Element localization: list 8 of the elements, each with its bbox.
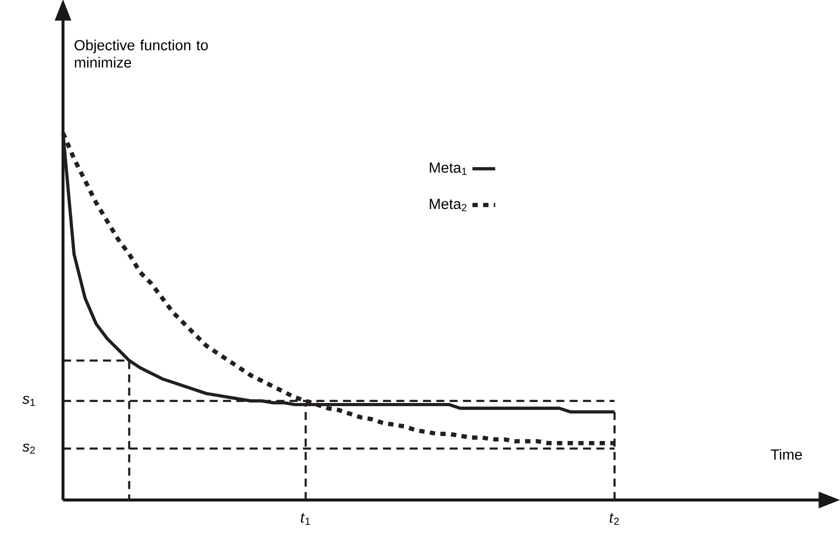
ref-line-label: s$_{1}$ [22, 396, 35, 406]
ref-line-label: s$_{2}$ [22, 444, 35, 454]
legend-label: Meta$_{2}$ [430, 198, 466, 212]
legend-label: Meta$_{1}$ [430, 162, 466, 175]
y-axis-title: Objective function to minimize [74, 40, 208, 68]
x-tick-label: t$_{2}$ [610, 513, 619, 525]
x-tick-label: t$_{1}$ [300, 513, 310, 525]
text: Time [770, 448, 802, 460]
